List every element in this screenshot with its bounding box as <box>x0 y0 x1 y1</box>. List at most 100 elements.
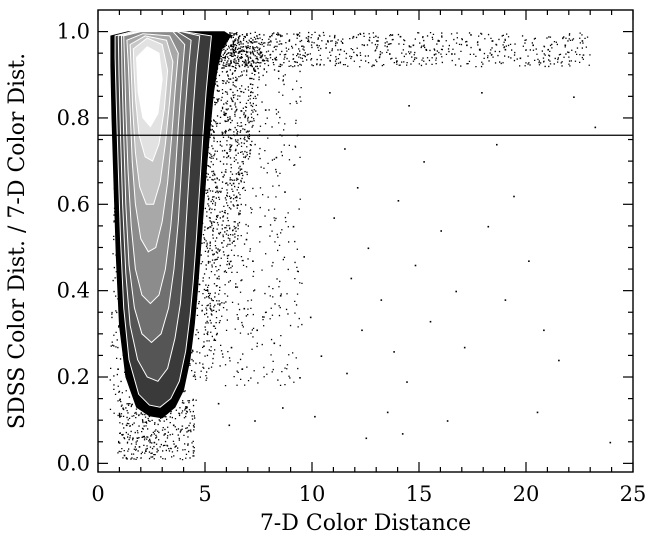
outlier-point <box>487 225 490 228</box>
outlier-point <box>299 377 301 379</box>
outlier-point <box>275 156 278 159</box>
outlier-point <box>352 35 355 38</box>
x-axis: 0 5 10 15 20 25 <box>91 10 646 506</box>
outlier-point <box>252 260 254 262</box>
outlier-point <box>581 40 584 42</box>
outlier-point <box>393 351 395 353</box>
outlier-point <box>241 368 243 370</box>
outlier-point <box>145 450 147 452</box>
outlier-point <box>478 48 481 51</box>
outlier-point <box>230 346 233 349</box>
outlier-point <box>284 191 286 193</box>
outlier-point <box>389 53 391 55</box>
outlier-point <box>123 454 126 457</box>
outlier-point <box>316 44 318 47</box>
outlier-point <box>314 415 316 418</box>
outlier-point <box>397 200 400 202</box>
outlier-point <box>132 437 134 440</box>
outlier-point <box>245 238 248 241</box>
x-tick-label: 10 <box>299 482 326 506</box>
y-axis-label: SDSS Color Dist. / 7-D Color Dist. <box>5 53 30 429</box>
outlier-point <box>446 420 449 422</box>
outlier-point <box>264 109 267 111</box>
x-tick-label: 15 <box>406 482 433 506</box>
outlier-point <box>288 40 291 42</box>
outlier-point <box>564 44 567 47</box>
outlier-point <box>519 57 522 60</box>
outlier-point <box>609 441 612 444</box>
outlier-points <box>117 35 612 457</box>
outlier-point <box>376 40 378 42</box>
outlier-point <box>380 299 383 301</box>
outlier-point <box>440 230 442 232</box>
outlier-point <box>217 402 220 405</box>
y-tick-label: 0.2 <box>57 365 90 389</box>
outlier-point <box>228 424 231 427</box>
outlier-point <box>401 433 404 435</box>
outlier-point <box>344 148 346 150</box>
outlier-point <box>367 247 370 250</box>
plot-frame <box>97 9 634 473</box>
x-tick-label: 0 <box>91 482 104 506</box>
outlier-point <box>138 446 141 448</box>
outlier-point <box>365 437 368 440</box>
outlier-point <box>399 35 402 38</box>
outlier-point <box>513 195 515 198</box>
outlier-point <box>455 290 457 293</box>
outlier-point <box>386 411 389 414</box>
outlier-point <box>504 48 507 51</box>
outlier-point <box>466 44 468 47</box>
outlier-point <box>303 256 305 258</box>
outlier-point <box>307 35 310 38</box>
outlier-point <box>125 424 128 427</box>
y-tick-label: 0.0 <box>57 451 90 475</box>
outlier-point <box>406 381 408 383</box>
outlier-point <box>235 286 237 288</box>
outlier-point <box>496 143 498 146</box>
outlier-point <box>117 368 119 370</box>
outlier-point <box>273 342 276 345</box>
x-tick-label: 25 <box>620 482 647 506</box>
outlier-point <box>543 329 545 332</box>
outlier-point <box>532 44 534 47</box>
outlier-point <box>425 48 427 51</box>
outlier-point <box>320 355 323 357</box>
outlier-point <box>277 70 280 72</box>
outlier-point <box>333 217 335 219</box>
outlier-point <box>292 225 295 228</box>
outlier-point <box>279 295 282 297</box>
outlier-point <box>528 260 530 262</box>
y-tick-label: 0.8 <box>57 106 90 130</box>
outlier-point <box>282 407 284 409</box>
outlier-point <box>423 161 425 163</box>
outlier-point <box>481 92 483 94</box>
outlier-point <box>230 44 233 47</box>
outlier-point <box>438 40 440 42</box>
outlier-point <box>226 152 228 155</box>
contour-level-9 <box>135 46 163 128</box>
outlier-point <box>361 329 363 332</box>
outlier-point <box>536 411 539 414</box>
outlier-point <box>451 53 453 55</box>
outlier-point <box>356 187 359 189</box>
x-tick-label: 5 <box>198 482 211 506</box>
x-tick-label: 20 <box>513 482 540 506</box>
y-tick-label: 0.4 <box>57 279 90 303</box>
outlier-point <box>249 83 252 85</box>
density-contours <box>110 31 232 419</box>
outlier-point <box>412 44 415 47</box>
outlier-point <box>243 307 246 310</box>
outlier-point <box>153 441 156 444</box>
y-tick-label: 1.0 <box>57 20 90 44</box>
outlier-point <box>232 182 235 185</box>
outlier-point <box>429 320 432 323</box>
outlier-point <box>254 420 256 422</box>
outlier-point <box>297 53 299 55</box>
outlier-point <box>547 48 549 51</box>
y-axis: 0.0 0.2 0.4 0.6 0.8 1.0 <box>57 20 633 475</box>
outlier-point <box>573 96 575 98</box>
outlier-point <box>258 48 261 51</box>
outlier-point <box>558 359 560 362</box>
plot-area <box>98 31 633 461</box>
